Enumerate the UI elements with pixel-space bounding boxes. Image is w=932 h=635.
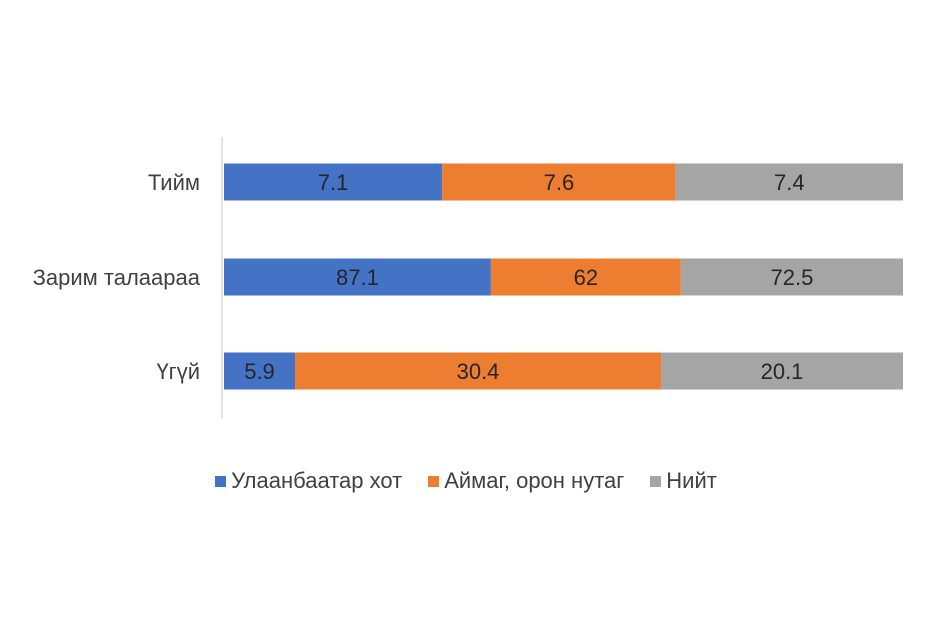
legend-item: Нийт <box>650 468 717 494</box>
data-label: 72.5 <box>771 265 814 290</box>
legend-swatch <box>428 475 440 487</box>
legend-item: Аймаг, орон нутаг <box>428 468 624 494</box>
bar-segment <box>224 352 296 390</box>
data-label: 5.9 <box>244 359 275 384</box>
bar-segment <box>490 258 681 296</box>
data-label: 20.1 <box>761 359 804 384</box>
data-label: 62 <box>574 265 598 290</box>
bar-segment <box>675 163 903 201</box>
bar-segment <box>661 352 903 390</box>
bar-segment <box>224 163 443 201</box>
data-label: 7.4 <box>774 170 805 195</box>
category-labels: Тийм Зарим талаараа Үгүй <box>33 170 201 384</box>
legend-label: Улаанбаатар хот <box>231 468 403 493</box>
chart-legend: Улаанбаатар хот Аймаг, орон нутаг Нийт <box>0 468 932 494</box>
bar-segment <box>680 258 903 296</box>
legend-swatch <box>215 475 227 487</box>
category-label: Тийм <box>148 170 200 195</box>
bars-group: 7.1 7.6 7.4 87.1 62 72.5 5.9 30.4 20.1 <box>224 163 903 390</box>
legend-item: Улаанбаатар хот <box>215 468 402 494</box>
category-label: Зарим талаараа <box>33 265 201 290</box>
bar-segment <box>224 258 491 296</box>
bar-segment <box>295 352 662 390</box>
data-label: 30.4 <box>457 359 500 384</box>
data-label: 7.1 <box>318 170 349 195</box>
category-label: Үгүй <box>156 359 200 384</box>
bar-segment <box>442 163 676 201</box>
data-label: 87.1 <box>336 265 379 290</box>
legend-swatch <box>650 475 662 487</box>
legend-label: Нийт <box>666 468 717 493</box>
data-label: 7.6 <box>544 170 575 195</box>
legend-label: Аймаг, орон нутаг <box>444 468 625 493</box>
